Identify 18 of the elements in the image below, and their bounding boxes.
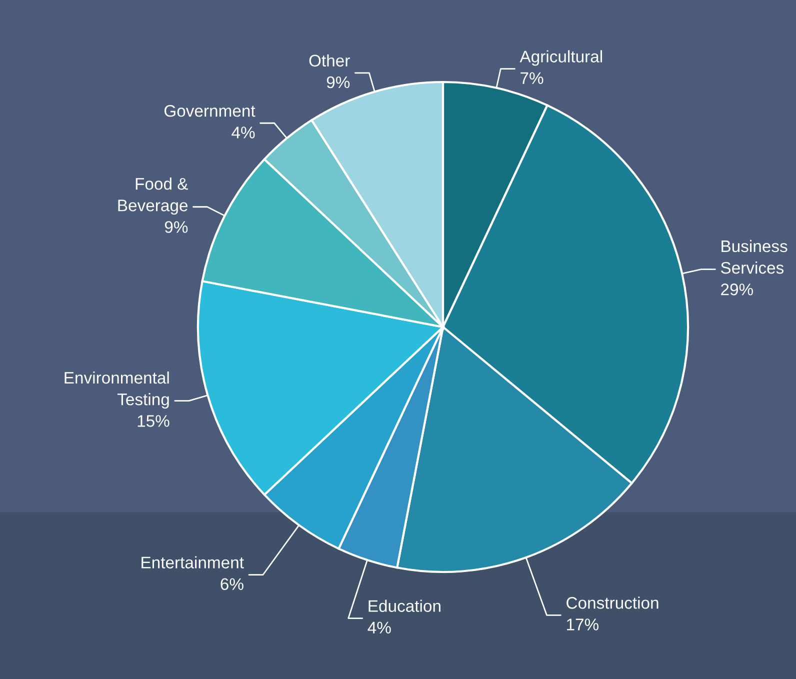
- data-label: 4%: [232, 126, 255, 138]
- data-label: 9%: [326, 76, 350, 88]
- slice-label: Entertainment: [142, 556, 244, 568]
- data-label: 15%: [138, 415, 170, 427]
- slice-label: Agricultural: [520, 50, 602, 66]
- data-label: 7%: [520, 72, 544, 84]
- slice-label: Government: [164, 105, 256, 117]
- slice-label: Other: [309, 54, 350, 67]
- data-label: 9%: [164, 221, 188, 233]
- data-label: 6%: [220, 578, 244, 590]
- slice-label: Construction: [566, 596, 658, 609]
- slice-label: Environmental Testing: [64, 371, 169, 409]
- slice-label: Education: [368, 600, 440, 612]
- slice-label: Business Services: [720, 240, 788, 274]
- data-label: 17%: [567, 618, 599, 630]
- data-label: 29%: [721, 284, 753, 296]
- slice-label: Food & Beverage: [118, 178, 188, 215]
- data-label: 4%: [368, 622, 391, 634]
